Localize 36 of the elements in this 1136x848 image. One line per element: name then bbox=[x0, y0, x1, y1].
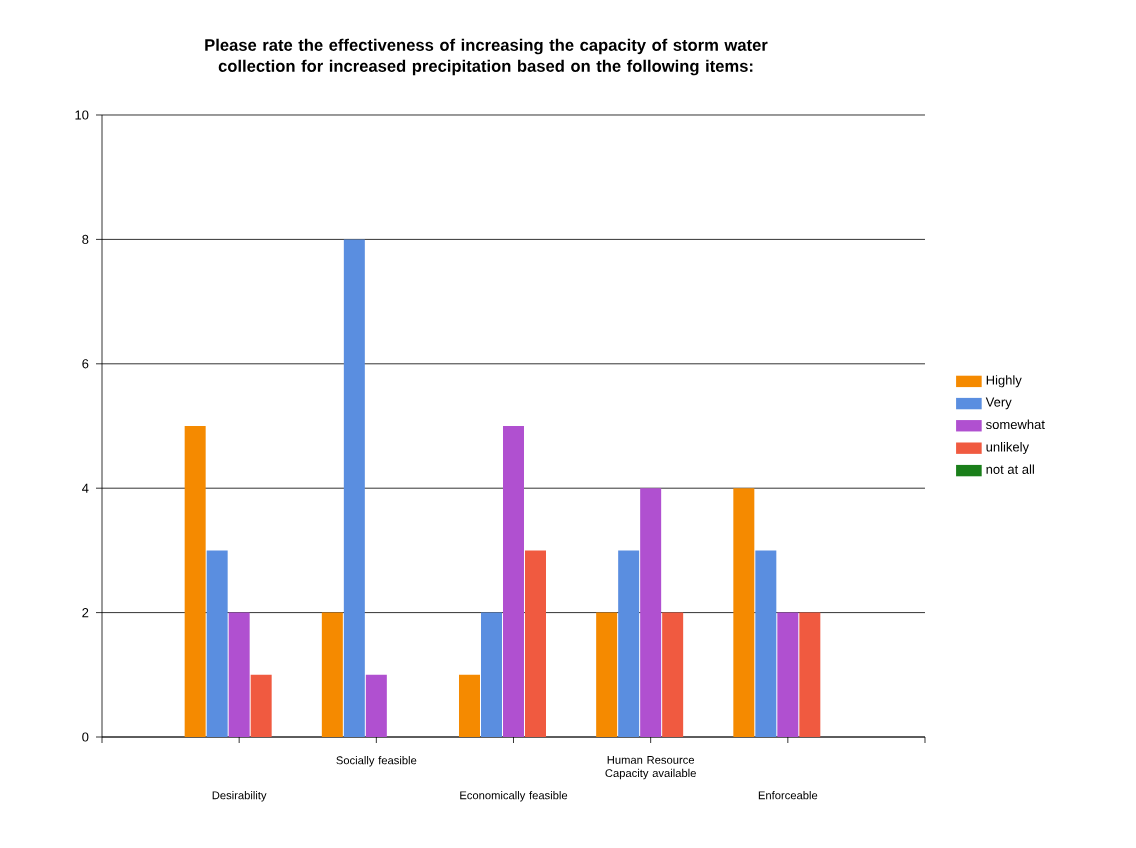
bar bbox=[321, 612, 343, 737]
y-tick-label: 8 bbox=[82, 234, 89, 244]
x-tick-label: Economically feasible bbox=[460, 791, 568, 802]
bar bbox=[206, 550, 228, 737]
legend-label: somewhat bbox=[986, 419, 1045, 430]
bar bbox=[250, 674, 272, 737]
chart-title: Please rate the effectiveness of increasing the capacity of storm water collection for increased precipitation based on the following items: bbox=[205, 38, 768, 76]
y-tick-label: 6 bbox=[82, 359, 89, 369]
bar bbox=[459, 674, 480, 737]
y-tick-label: 2 bbox=[82, 608, 89, 618]
legend-label: not at all bbox=[986, 464, 1034, 474]
bar bbox=[184, 426, 206, 737]
bar bbox=[755, 550, 777, 737]
legend-label: Highly bbox=[986, 375, 1022, 388]
x-tick-label: Socially feasible bbox=[336, 756, 417, 767]
legend-label: unlikely bbox=[986, 441, 1029, 455]
bar bbox=[365, 674, 387, 737]
y-tick-label: 4 bbox=[82, 483, 89, 493]
legend-label: Very bbox=[985, 397, 1012, 410]
bar bbox=[596, 612, 618, 737]
bar bbox=[228, 612, 250, 737]
bar bbox=[799, 612, 821, 737]
bar bbox=[662, 612, 684, 737]
y-tick-label: 0 bbox=[82, 732, 89, 742]
bar bbox=[481, 612, 502, 737]
x-tick-label: Human Resource Capacity available bbox=[605, 756, 696, 780]
y-tick-label: 10 bbox=[75, 110, 89, 120]
x-tick-label: Desirability bbox=[212, 791, 267, 802]
bar bbox=[502, 426, 524, 737]
bar bbox=[640, 488, 662, 737]
bar bbox=[343, 239, 365, 737]
x-tick-label: Enforceable bbox=[758, 791, 818, 800]
bar bbox=[618, 550, 640, 737]
bar bbox=[525, 550, 546, 737]
bar bbox=[733, 488, 755, 737]
bar bbox=[777, 612, 799, 737]
